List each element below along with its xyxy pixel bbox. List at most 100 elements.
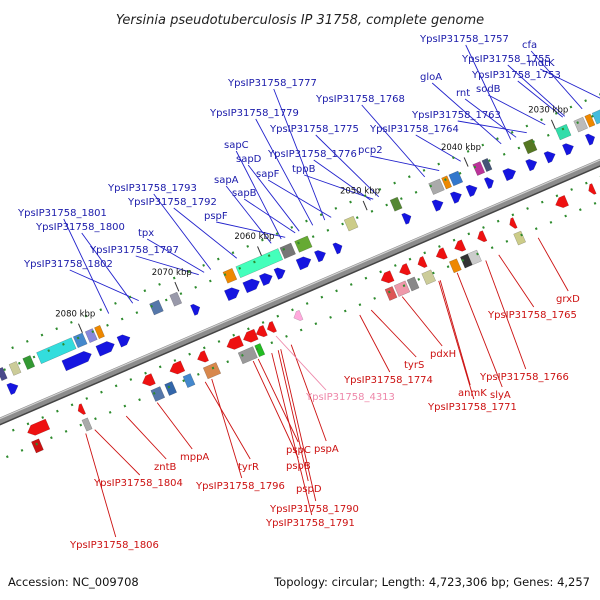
forward-cds-arrow [223,287,240,302]
forward-cds-arrow [431,199,444,212]
reverse-cds-arrow [77,403,87,415]
label-leaders [63,44,600,538]
upper-annotation-box [169,291,183,307]
lower-annotation-box [384,286,398,301]
reverse-gene-leader [271,352,313,516]
forward-cds-arrow [258,273,273,287]
lower-annotation-box [81,417,93,432]
reverse-cds-arrow [141,373,156,387]
forward-gene-label: YpsIP31758_1792 [127,197,217,208]
scale-tick-label: 2030 kbp [528,105,568,115]
forward-gene-leader [530,50,583,110]
forward-gene-label: tppB [292,164,316,175]
reverse-cds-arrow [588,183,597,195]
forward-cds-arrow [6,382,19,396]
scale-tick-label: 2050 kbp [340,187,380,197]
forward-cds-arrow [584,133,596,146]
reverse-gene-leader [280,349,317,502]
reverse-gene-leader [401,296,443,347]
reverse-gene-leader [485,260,527,370]
upper-annotation-box [36,337,77,365]
forward-gene-label: YpsIP31758_1797 [89,245,179,256]
upper-annotation-box [235,248,284,279]
reverse-gene-label: YpsIP31758_1796 [195,481,285,492]
upper-annotation-box [0,366,8,382]
reverse-gene-label: pspB [286,461,311,472]
reverse-gene-leader [85,433,117,538]
reverse-gene-label: YpsIP31758_1804 [93,478,183,489]
upper-annotation-box [94,324,105,340]
reverse-gene-label: YpsIP31758_1790 [269,504,359,515]
reverse-gene-label: tyrS [404,360,424,371]
scale-ticks: 2030 kbp 2040 kbp 2050 kbp 2060 kbp 2070 kbp… [55,105,568,334]
reverse-cds-arrow [169,360,186,375]
forward-gene-leader [153,193,212,270]
reverse-gene-label: grxD [556,294,580,305]
reverse-gene-leader [252,360,299,459]
reverse-cds-arrow [197,350,210,363]
lower-annotation-box [513,230,527,246]
forward-gene-leader [431,82,502,145]
reverse-gene-leader [204,381,251,460]
upper-annotation-box [8,361,22,376]
reverse-gene-label: zntB [154,462,177,473]
upper-annotation-box [448,170,464,187]
upper-annotation-box [222,267,238,284]
forward-gene-label: YpsIP31758_1768 [315,94,405,105]
reverse-gene-leader [211,378,243,479]
forward-gene-label: YpsIP31758_1801 [17,208,107,219]
forward-gene-leader [225,185,272,244]
reverse-gene-leader [370,309,417,358]
reverse-gene-label: YpsIP31758_1791 [265,518,355,529]
pseudo-gene-label: YpsIP31758_4313 [305,392,395,403]
reverse-cds-arrow [477,230,488,243]
pseudo-gene-arrow [293,309,304,321]
scale-tick-mark [463,157,469,167]
lower-annotation-box [406,276,420,292]
reverse-cds-arrow [435,247,448,260]
pseudo-gene-leader [275,335,327,391]
forward-gene-leader [464,98,517,138]
scale-tick-label: 2070 kbp [152,268,192,278]
lower-annotation-box [31,438,44,454]
upper-annotation-box [522,138,538,155]
reverse-gene-label: YpsIP31758_1765 [487,310,577,321]
forward-gene-leader [517,80,564,118]
reverse-gene-leader [290,344,327,442]
reverse-gene-label: pspA [314,444,339,455]
reverse-gene-label: tyrR [238,462,259,473]
forward-gene-leader [465,44,512,140]
forward-gene-label: mdtK [528,58,555,69]
reverse-gene-leader [257,358,299,443]
upper-annotation-box [72,332,88,349]
forward-cds-arrow [190,303,201,316]
forward-gene-label: YpsIP31758_1800 [35,222,125,233]
forward-cds-arrow [295,256,312,271]
upper-annotation-box [591,109,600,125]
upper-annotation-box [149,299,164,316]
forward-cds-arrow [61,351,92,372]
reverse-cds-arrow [399,263,412,276]
backbone-line [0,158,600,424]
forward-gene-label: sapD [236,154,262,165]
forward-gene-label: pspF [204,211,228,222]
scale-tick-label: 2080 kbp [55,309,95,319]
forward-gene-label: YpsIP31758_1775 [269,124,359,135]
forward-gene-label: YpsIP31758_1753 [471,70,561,81]
forward-gene-label: YpsIP31758_1802 [23,259,113,270]
forward-gene-label: YpsIP31758_1793 [107,183,197,194]
reverse-gene-leader [359,314,391,373]
forward-gene-label: sapC [224,140,249,151]
upper-annotation-box [22,355,36,370]
forward-gene-label: sapB [232,188,257,199]
forward-gene-leader [235,150,282,240]
backbone-shadow [0,163,600,426]
upper-annotation-box [428,178,445,195]
forward-gene-leader [69,269,139,302]
reverse-gene-label: YpsIP31758_1806 [69,540,159,551]
upper-annotation-box [573,116,589,133]
upper-annotation-box [441,175,453,190]
reverse-cds-arrow [266,320,278,333]
forward-cds-arrow [525,159,538,172]
forward-gene-leader [507,64,566,117]
